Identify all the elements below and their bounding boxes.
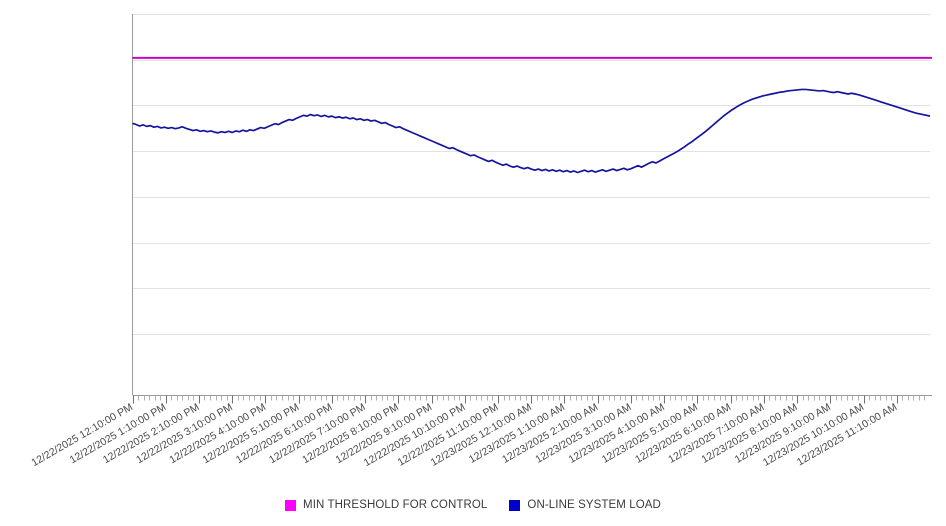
load-line — [132, 88, 931, 174]
chart-legend: MIN THRESHOLD FOR CONTROL ON-LINE SYSTEM… — [0, 494, 946, 516]
legend-item-online-system-load[interactable]: ON-LINE SYSTEM LOAD — [509, 499, 661, 511]
legend-item-min-threshold[interactable]: MIN THRESHOLD FOR CONTROL — [285, 499, 487, 511]
legend-swatch-min-threshold — [285, 499, 297, 511]
legend-swatch-online-system-load — [509, 499, 521, 511]
series-on-line-system-load — [132, 88, 931, 174]
gridlines — [132, 14, 930, 335]
legend-label-min-threshold: MIN THRESHOLD FOR CONTROL — [303, 499, 488, 511]
legend-label-online-system-load: ON-LINE SYSTEM LOAD — [527, 499, 661, 511]
x-axis — [132, 395, 932, 404]
